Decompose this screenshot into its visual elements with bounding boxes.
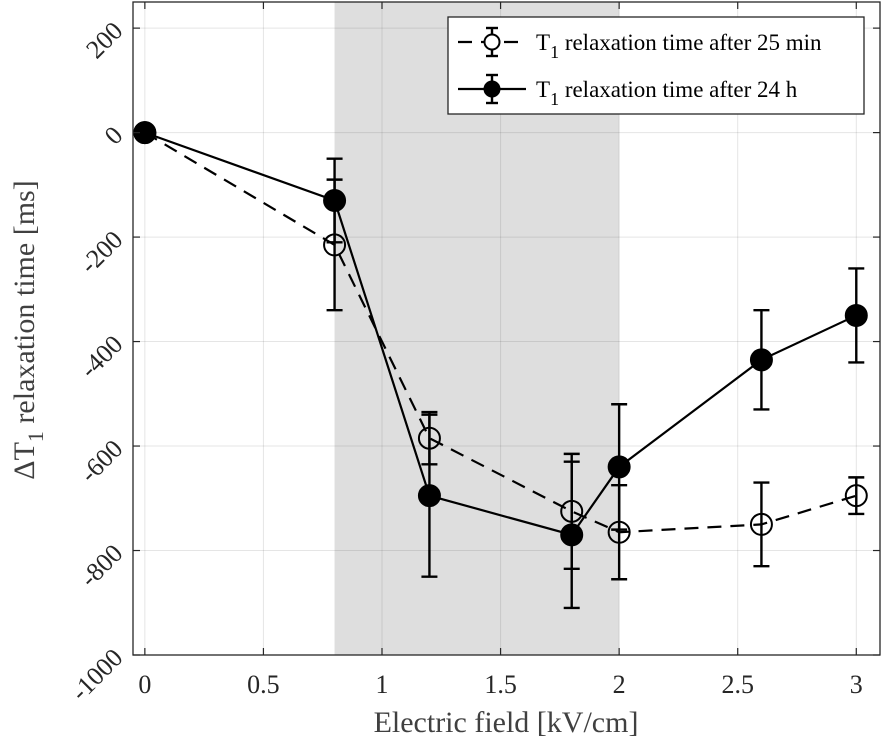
y-axis-label-rest: relaxation time [ms]	[8, 180, 41, 431]
data-point	[749, 348, 773, 372]
y-tick-label: 200	[80, 16, 128, 64]
x-tick-label: 0	[138, 670, 151, 699]
legend-box	[447, 16, 865, 115]
legend-label-main: T	[536, 77, 550, 102]
legend-label-rest: relaxation time after 24 h	[559, 77, 798, 102]
y-tick-label: -800	[74, 538, 128, 592]
y-axis-label-main: ΔT	[8, 442, 41, 480]
legend-marker	[483, 80, 501, 98]
x-tick-label: 2.5	[721, 670, 754, 699]
x-tick-label: 2	[613, 670, 626, 699]
data-point	[749, 512, 773, 536]
data-point	[844, 484, 868, 508]
legend-label: T1 relaxation time after 24 h	[536, 77, 798, 109]
y-tick-label: -600	[74, 434, 128, 488]
legend-label-main: T	[536, 30, 550, 55]
x-tick-label: 3	[850, 670, 863, 699]
data-point	[560, 523, 584, 547]
y-tick-label: -400	[74, 330, 128, 384]
y-tick-label: -1000	[65, 643, 128, 706]
x-tick-label: 1.5	[484, 670, 517, 699]
legend-item-25min: T1 relaxation time after 25 min	[458, 26, 822, 62]
data-point	[417, 484, 441, 508]
y-tick-label: 0	[99, 121, 129, 151]
y-tick-label: -200	[74, 225, 128, 279]
data-point	[323, 189, 347, 213]
data-point	[844, 303, 868, 327]
legend-label-rest: relaxation time after 25 min	[559, 30, 822, 55]
legend-item-24h: T1 relaxation time after 24 h	[458, 73, 798, 109]
legend-label-subscript: 1	[550, 89, 559, 109]
x-tick-label: 1	[376, 670, 389, 699]
x-tick-label: 0.5	[247, 670, 280, 699]
x-axis-label: Electric field [kV/cm]	[374, 706, 639, 738]
series-24h	[133, 121, 868, 610]
legend-marker	[483, 33, 501, 51]
plot-frame	[132, 1, 881, 656]
legend-label-subscript: 1	[550, 42, 559, 62]
y-axis-label-subscript: 1	[23, 431, 48, 442]
data-point	[607, 455, 631, 479]
legend-label: T1 relaxation time after 25 min	[536, 30, 822, 62]
y-axis-label: ΔT1 relaxation time [ms]	[8, 180, 48, 479]
